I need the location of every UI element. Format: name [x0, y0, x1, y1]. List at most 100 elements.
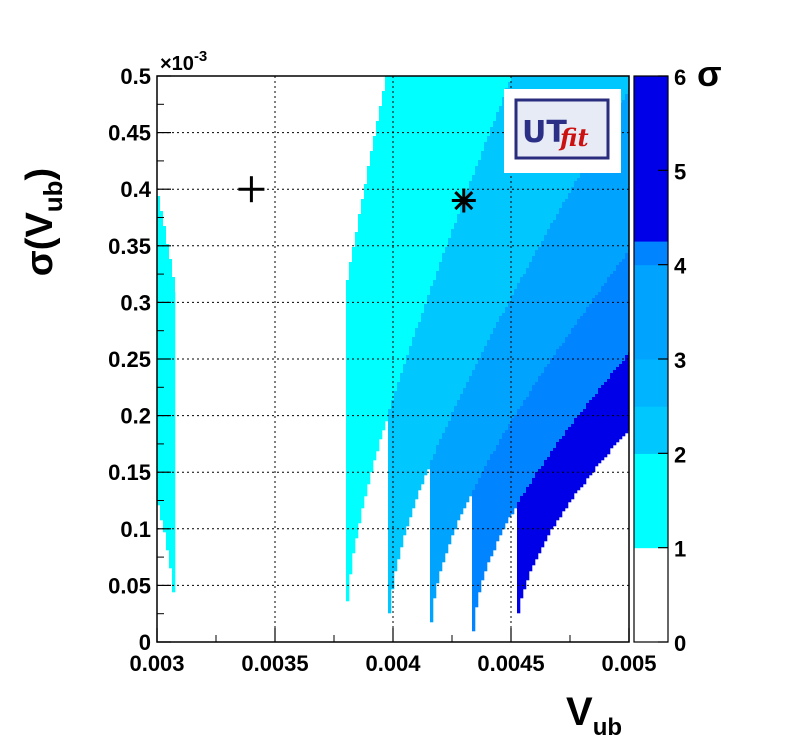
- heatmap-cell: [559, 208, 563, 347]
- heatmap-cell: [157, 196, 161, 506]
- heatmap-cell: [583, 313, 587, 410]
- heatmap-cell: [502, 97, 506, 314]
- heatmap-cell: [490, 334, 494, 455]
- heatmap-cell: [535, 472, 539, 560]
- logo-text-main: UT: [522, 115, 567, 150]
- heatmap-cell: [502, 433, 506, 530]
- heatmap-cell: [583, 166, 587, 314]
- heatmap-cell: [535, 250, 539, 383]
- y-axis-ticks: 0 0.05 0.1 0.15 0.2 0.25 0.3 0.35 0.4 0.45 0.5: [108, 64, 171, 655]
- heatmap-cell: [376, 121, 380, 452]
- heatmap-cell: [550, 358, 554, 452]
- heatmap-cell: [454, 406, 458, 530]
- heatmap-cell: [160, 211, 164, 521]
- heatmap-cell: [337, 76, 341, 332]
- heatmap-cell: [382, 91, 386, 431]
- heatmap-cell: [166, 244, 170, 551]
- heatmap-cell: [466, 382, 470, 503]
- heatmap-cell: [544, 460, 548, 542]
- heatmap-cell: [604, 283, 608, 383]
- colorbar-band: [634, 406, 668, 454]
- colorbar-band: [634, 359, 668, 407]
- x-tick-label: 0.0035: [241, 651, 308, 676]
- heatmap-cell: [601, 385, 605, 461]
- x-title-sub: ub: [593, 714, 622, 741]
- heatmap-cell: [436, 445, 440, 584]
- heatmap-cell: [493, 328, 497, 452]
- heatmap-cell: [496, 112, 500, 323]
- heatmap-cell: [499, 316, 503, 440]
- heatmap-cell: [586, 160, 590, 308]
- heatmap-cell: [463, 76, 467, 200]
- heatmap-cell: [559, 346, 563, 440]
- heatmap-cell: [169, 76, 173, 260]
- heatmap-cell: [604, 130, 608, 284]
- heatmap-cell: [424, 76, 428, 305]
- heatmap-cell: [517, 76, 521, 284]
- svg-text:σ(Vub): σ(Vub): [19, 168, 68, 276]
- heatmap-cell: [493, 121, 497, 329]
- heatmap-cell: [595, 394, 599, 467]
- heatmap-cell: [373, 136, 377, 461]
- heatmap-cell: [619, 364, 623, 440]
- heatmap-cell: [589, 157, 593, 305]
- heatmap-cell: [598, 139, 602, 293]
- heatmap-cell: [550, 451, 554, 530]
- heatmap-cell: [187, 76, 191, 362]
- heatmap-cell: [442, 433, 446, 563]
- heatmap-cell: [178, 76, 182, 311]
- heatmap-cell: [460, 394, 464, 515]
- heatmap-cell: [568, 193, 572, 335]
- heatmap-cell: [523, 400, 527, 494]
- colorbar-ticks: 0 1 2 3 4 5 6: [658, 65, 687, 656]
- heatmap-cell: [523, 274, 527, 401]
- heatmap-cell: [490, 127, 494, 335]
- heatmap-cell: [169, 259, 173, 569]
- heatmap-cell: [352, 247, 356, 554]
- heatmap-cell: [592, 298, 596, 398]
- heatmap-cell: [466, 76, 470, 191]
- heatmap-cell: [580, 412, 584, 488]
- heatmap-cell: [571, 187, 575, 329]
- heatmap-cell: [490, 454, 494, 557]
- heatmap-cell: [304, 76, 308, 578]
- heatmap-cell: [562, 436, 566, 512]
- heatmap-cell: [550, 223, 554, 359]
- heatmap-cell: [346, 76, 350, 281]
- heatmap-cell: [565, 199, 569, 338]
- heatmap-cell: [622, 76, 626, 101]
- heatmap-cell: [394, 76, 398, 392]
- heatmap-cell: [469, 76, 473, 182]
- heatmap-cell: [556, 214, 560, 350]
- heatmap-cell: [157, 76, 161, 197]
- heatmap-cell: [589, 400, 593, 476]
- heatmap-cell: [379, 76, 383, 107]
- heatmap-cell: [205, 76, 209, 479]
- colorbar: [634, 76, 668, 643]
- y-tick-label: 0.15: [108, 460, 151, 485]
- heatmap-cell: [484, 466, 488, 572]
- heatmap-cell: [520, 406, 524, 497]
- heatmap-cell: [577, 319, 581, 416]
- heatmap-cell: [403, 76, 407, 365]
- heatmap-cell: [451, 76, 455, 230]
- heatmap-cell: [166, 76, 170, 245]
- heatmap-cell: [595, 295, 599, 395]
- heatmap-cell: [493, 451, 497, 551]
- heatmap-cell: [484, 76, 488, 143]
- heatmap-cell: [529, 262, 533, 392]
- heatmap-cell: [325, 76, 329, 404]
- heatmap-cell: [538, 376, 542, 470]
- heatmap-cell: [163, 226, 167, 533]
- heatmap-cell: [541, 466, 545, 548]
- heatmap-cell: [376, 76, 380, 122]
- heatmap-cell: [577, 178, 581, 320]
- heatmap-cell: [406, 355, 410, 527]
- heatmap-cell: [487, 340, 491, 461]
- heatmap-cell: [607, 124, 611, 278]
- heatmap-cell: [601, 136, 605, 287]
- heatmap-cell: [421, 76, 425, 314]
- heatmap-cell: [391, 400, 395, 590]
- y-tick-label: 0.1: [120, 517, 151, 542]
